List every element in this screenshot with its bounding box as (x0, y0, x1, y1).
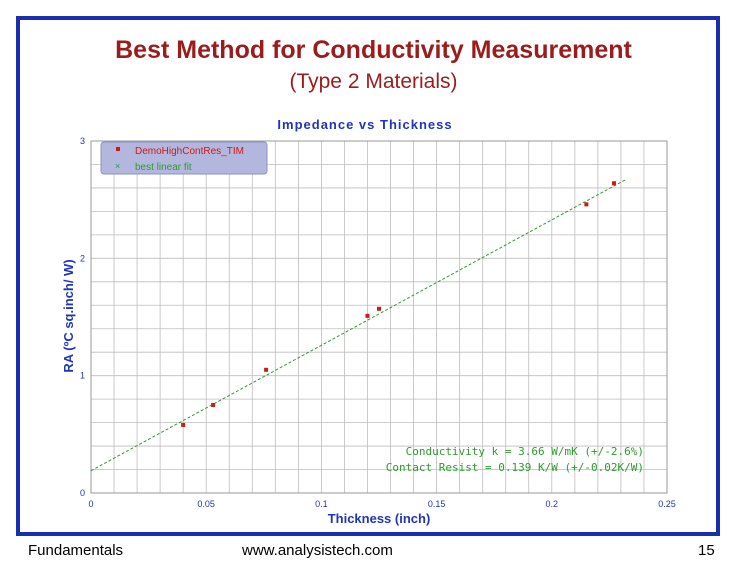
x-tick-label: 0.2 (546, 499, 559, 509)
page-number: 15 (698, 542, 715, 559)
data-point (211, 403, 216, 407)
slide-subtitle: (Type 2 Materials) (289, 70, 458, 93)
legend-series-1: DemoHighContRes_TIM (135, 146, 244, 157)
x-tick-labels: 0 0.05 0.1 0.15 0.2 0.25 (88, 499, 675, 509)
slide-title: Best Method for Conductivity Measurement (115, 36, 632, 64)
legend-marker-x: × (115, 161, 120, 171)
x-tick-label: 0.05 (197, 499, 215, 509)
fit-line (90, 179, 626, 472)
x-tick-label: 0.15 (428, 499, 446, 509)
x-tick-label: 0.25 (658, 499, 676, 509)
grid-lines (91, 141, 667, 493)
fit-line-group (90, 179, 626, 472)
data-point (181, 422, 186, 427)
y-axis-label: RA (ºC sq.inch/ W) (61, 259, 76, 372)
legend-marker-square (116, 147, 120, 151)
data-point (612, 181, 617, 186)
y-tick-label: 1 (80, 371, 85, 381)
data-point (377, 306, 381, 311)
legend-series-2: best linear fit (135, 162, 192, 173)
y-tick-labels: 0 1 2 3 (80, 136, 85, 498)
footer-left: Fundamentals (28, 542, 124, 559)
data-point (264, 367, 269, 372)
x-axis-label: Thickness (inch) (328, 511, 431, 526)
y-tick-label: 3 (80, 136, 85, 146)
legend-box (100, 141, 268, 175)
chart-title: Impedance vs Thickness (277, 117, 453, 132)
plot-area-border (90, 140, 668, 494)
y-tick-label: 0 (80, 488, 85, 498)
y-tick-label: 2 (80, 253, 85, 263)
legend: DemoHighContRes_TIM × best linear fit (100, 141, 268, 175)
annotation-contact-resist: Contact Resist = 0.139 K/W (+/-0.02K/W) (386, 461, 644, 474)
data-points (181, 181, 617, 427)
x-tick-label: 0.1 (315, 499, 328, 509)
footer-url: www.analysistech.com (242, 542, 393, 559)
data-point (365, 313, 370, 318)
annotation-conductivity: Conductivity k = 3.66 W/mK (+/-2.6%) (406, 445, 644, 458)
slide-frame (16, 16, 720, 536)
x-tick-label: 0 (88, 499, 93, 509)
data-point (584, 202, 589, 207)
